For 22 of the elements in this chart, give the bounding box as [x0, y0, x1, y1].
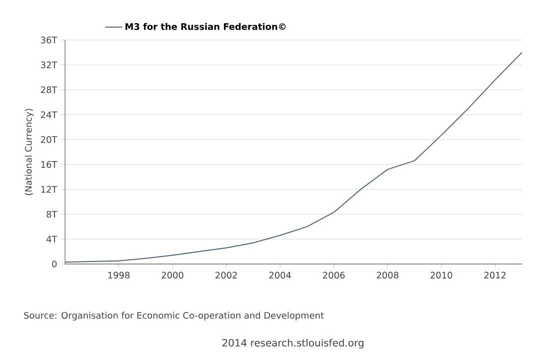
source-note: Source: Organisation for Economic Co-operation and Development [24, 312, 324, 320]
y-tick-label: 16T [41, 161, 58, 168]
y-tick-label: 28T [41, 86, 58, 94]
x-tick-label: 2012 [484, 272, 506, 279]
x-tick-label: 2008 [376, 272, 398, 279]
x-tick-label: 2010 [430, 272, 452, 279]
legend-label: M3 for the Russian Federation© [126, 23, 286, 30]
y-tick-label: 0 [52, 260, 57, 268]
y-tick-label: 36T [41, 36, 58, 44]
x-tick-label: 2000 [162, 272, 184, 279]
y-axis-title: (National Currency) [24, 108, 34, 196]
x-tick-label: 1998 [108, 272, 130, 279]
y-tick-label: 12T [41, 186, 58, 193]
y-tick-label: 32T [41, 62, 58, 68]
y-tick-label: 20T [41, 136, 58, 143]
y-tick-label: 24T [41, 111, 58, 118]
x-tick-label: 2006 [323, 272, 345, 279]
text: 2014 research.stlouisfed.org [222, 338, 364, 348]
y-tick-label: 8T [46, 210, 58, 218]
x-tick-label: 2002 [216, 272, 237, 279]
y-tick-label: 4T [46, 236, 58, 242]
x-tick-label: 2004 [269, 272, 291, 279]
